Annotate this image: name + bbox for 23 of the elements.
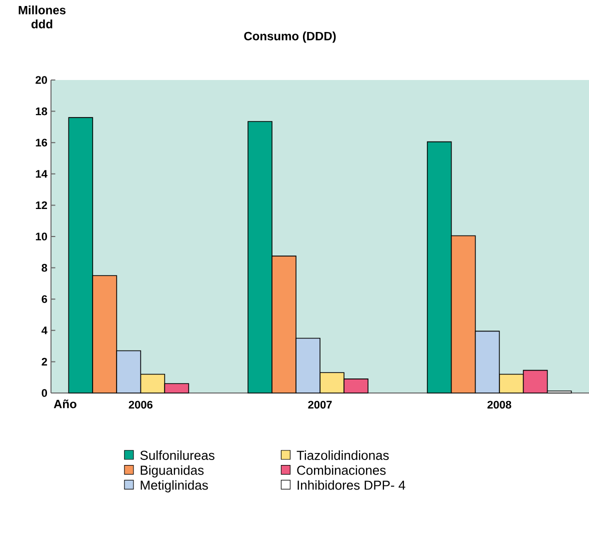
y-tick-label: 10	[36, 232, 48, 240]
legend-label: Sulfonilureas	[140, 450, 214, 460]
y-tick-label: 18	[36, 107, 48, 116]
legend-label: Tiazolidindionas	[296, 450, 389, 460]
y-tick-label: 14	[36, 170, 48, 178]
legend-label: Inhibidores DPP- 4	[298, 480, 406, 490]
y-tick-label: 20	[36, 76, 48, 84]
x-tick-label: 2006	[128, 400, 153, 409]
x-tick-label: 2008	[487, 400, 512, 409]
y-tick-label: 8	[42, 264, 48, 272]
y-tick-label: 0	[42, 389, 48, 397]
legend-label: Combinaciones	[297, 465, 386, 475]
legend-label: Metiglinidas	[140, 480, 208, 492]
y-tick-label: 2	[42, 358, 48, 366]
y-axis-title: Millones ddd	[18, 6, 66, 28]
y-tick-label: 16	[36, 138, 48, 146]
y-tick-label: 12	[36, 201, 48, 210]
y-tick-label: 4	[42, 326, 48, 334]
y-tick-label: 6	[42, 295, 48, 303]
legend-label: Biguanidas	[140, 465, 204, 478]
x-tick-label: 2007	[308, 400, 332, 409]
x-axis-title: Año	[54, 400, 76, 408]
chart-title: Consumo (DDD)	[244, 32, 336, 43]
